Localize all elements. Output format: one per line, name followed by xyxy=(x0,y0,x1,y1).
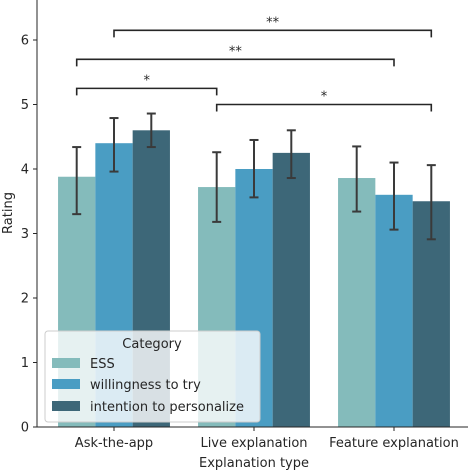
legend: Category ESS willingness to try intentio… xyxy=(44,330,261,423)
legend-label-willingness: willingness to try xyxy=(90,378,201,393)
significance-brackets: ****** xyxy=(75,15,433,112)
y-tick-label: 2 xyxy=(21,292,29,307)
y-tick-label: 4 xyxy=(21,163,29,178)
axes: 0 1 2 3 4 5 6 Ask-the-app Live explanation Featur… xyxy=(21,0,468,451)
significance-bracket xyxy=(75,87,218,96)
significance-label: ** xyxy=(266,15,280,30)
error-bars-layer xyxy=(72,112,436,241)
x-axis-label: Explanation type xyxy=(199,456,309,470)
significance-bracket xyxy=(113,29,433,38)
x-tick-label: Ask-the-app xyxy=(75,436,153,451)
significance-bracket xyxy=(215,103,433,112)
legend-swatch-willingness xyxy=(52,379,80,389)
legend-frame xyxy=(44,330,261,423)
legend-label-ess: ESS xyxy=(90,357,115,372)
y-tick-label: 1 xyxy=(21,356,29,371)
y-tick-label: 6 xyxy=(21,34,29,49)
legend-swatch-intention xyxy=(52,401,80,411)
bar xyxy=(338,178,376,427)
y-axis-label: Rating xyxy=(1,192,16,234)
significance-label: ** xyxy=(229,44,243,59)
bar xyxy=(272,152,310,427)
significance-bracket xyxy=(75,58,395,67)
significance-label: * xyxy=(321,90,328,105)
bar xyxy=(375,194,413,427)
x-tick-label: Live explanation xyxy=(200,436,307,451)
legend-label-intention: intention to personalize xyxy=(90,400,244,415)
y-tick-label: 3 xyxy=(21,227,29,242)
legend-title: Category xyxy=(122,337,182,352)
y-tick-label: 5 xyxy=(21,98,29,113)
y-tick-label: 0 xyxy=(21,421,29,436)
significance-label: * xyxy=(143,73,150,88)
x-tick-label: Feature explanation xyxy=(329,436,459,451)
legend-swatch-ess xyxy=(52,358,80,368)
